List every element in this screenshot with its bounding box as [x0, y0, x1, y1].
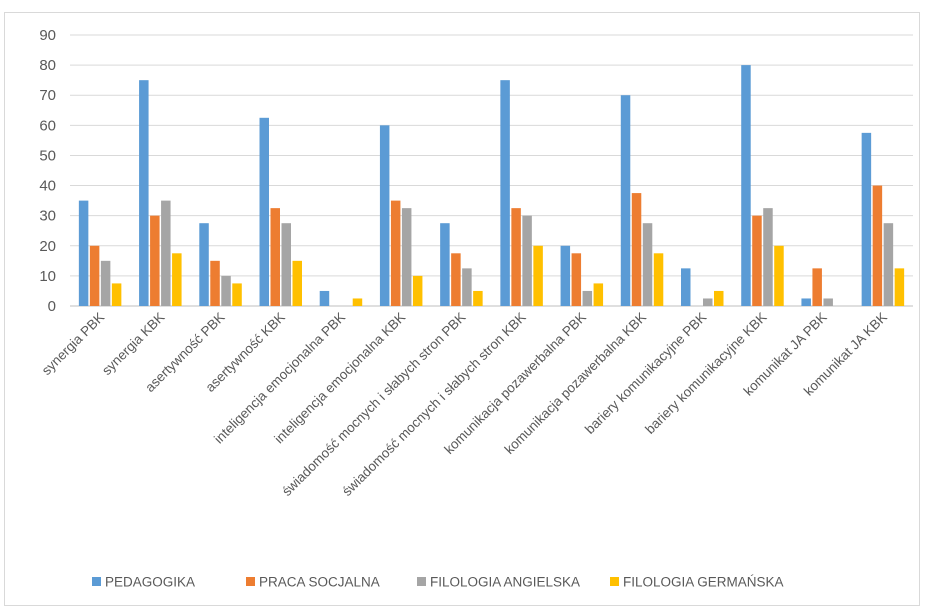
bar-praca-socjalna-12	[812, 268, 822, 306]
bar-filologia-germa-ska-1	[172, 253, 182, 306]
y-tick-label-6: 60	[39, 117, 56, 134]
bar-praca-socjalna-9	[631, 193, 642, 306]
bar-filologia-angielska-2	[221, 275, 231, 306]
bar-filologia-germa-ska-6	[473, 290, 483, 306]
bar-praca-socjalna-7	[511, 208, 521, 306]
bar-filologia-angielska-10	[703, 298, 713, 306]
bar-filologia-angielska-12	[823, 298, 833, 306]
y-tick-label-1: 10	[39, 268, 56, 285]
y-tick-label-8: 80	[39, 57, 56, 74]
bar-pedagogika-4	[319, 290, 330, 306]
bar-filologia-angielska-9	[642, 223, 653, 306]
bar-praca-socjalna-0	[89, 245, 100, 306]
bar-filologia-angielska-1	[161, 200, 171, 306]
legend-swatch-0	[92, 577, 101, 586]
bar-praca-socjalna-11	[752, 215, 762, 306]
bar-pedagogika-6	[440, 223, 450, 306]
bar-filologia-germa-ska-3	[292, 260, 302, 306]
legend-swatch-2	[417, 577, 426, 586]
bar-filologia-angielska-5	[401, 208, 412, 306]
bar-praca-socjalna-13	[872, 185, 883, 306]
bar-praca-socjalna-6	[451, 253, 461, 306]
bar-pedagogika-8	[560, 245, 571, 306]
y-tick-label-2: 20	[39, 238, 56, 255]
bar-filologia-angielska-8	[582, 290, 593, 306]
y-tick-label-0: 0	[48, 298, 56, 315]
legend-label-3: FILOLOGIA GERMAŃSKA	[623, 575, 784, 590]
bar-praca-socjalna-2	[210, 260, 220, 306]
bar-pedagogika-12	[801, 298, 811, 306]
y-tick-label-9: 90	[39, 27, 56, 44]
bar-filologia-angielska-6	[462, 268, 472, 306]
category-label-5: inteligencja emocjonalna KBK	[271, 310, 408, 447]
legend-label-1: PRACA SOCJALNA	[259, 575, 380, 590]
bar-filologia-germa-ska-13	[894, 268, 905, 306]
category-label-4: inteligencja emocjonalna PBK	[211, 310, 348, 447]
chart-frame	[4, 12, 920, 606]
bar-filologia-germa-ska-9	[653, 253, 664, 306]
bar-filologia-germa-ska-5	[412, 275, 423, 306]
bar-filologia-germa-ska-8	[593, 283, 604, 306]
legend-swatch-3	[610, 577, 619, 586]
category-label-10: bariery komunikacyjne PBK	[582, 310, 709, 437]
y-tick-label-4: 40	[39, 178, 56, 195]
y-tick-label-3: 30	[39, 208, 56, 225]
y-tick-label-5: 50	[39, 147, 56, 164]
bar-filologia-germa-ska-10	[714, 290, 724, 306]
bar-filologia-angielska-11	[763, 208, 773, 306]
y-tick-label-7: 70	[39, 87, 56, 104]
legend-label-0: PEDAGOGIKA	[105, 575, 195, 590]
bar-pedagogika-9	[620, 95, 631, 306]
bar-filologia-germa-ska-4	[352, 298, 363, 306]
bar-praca-socjalna-3	[270, 208, 280, 306]
bar-praca-socjalna-1	[150, 215, 160, 306]
bar-praca-socjalna-8	[571, 253, 582, 306]
legend-swatch-1	[246, 577, 255, 586]
bar-filologia-germa-ska-2	[232, 283, 242, 306]
bar-pedagogika-3	[259, 117, 269, 306]
bar-filologia-germa-ska-11	[774, 245, 784, 306]
bar-pedagogika-10	[681, 268, 691, 306]
bar-filologia-germa-ska-0	[111, 283, 122, 306]
category-label-1: synergia KBK	[99, 310, 167, 378]
bar-pedagogika-1	[139, 80, 149, 307]
legend-label-2: FILOLOGIA ANGIELSKA	[430, 575, 580, 590]
category-label-0: synergia PBK	[39, 310, 107, 378]
bar-filologia-germa-ska-7	[533, 245, 543, 306]
bar-pedagogika-13	[861, 132, 872, 306]
bar-pedagogika-2	[199, 223, 209, 306]
bar-praca-socjalna-5	[390, 200, 401, 306]
bar-pedagogika-5	[379, 125, 390, 306]
bar-pedagogika-7	[500, 80, 510, 307]
bar-filologia-angielska-13	[883, 223, 894, 306]
bar-filologia-angielska-0	[100, 260, 111, 306]
category-label-11: bariery komunikacyjne KBK	[642, 310, 769, 437]
bar-filologia-angielska-3	[281, 223, 291, 306]
bar-filologia-angielska-7	[522, 215, 532, 306]
bar-pedagogika-0	[78, 200, 89, 306]
bar-pedagogika-11	[741, 65, 751, 306]
